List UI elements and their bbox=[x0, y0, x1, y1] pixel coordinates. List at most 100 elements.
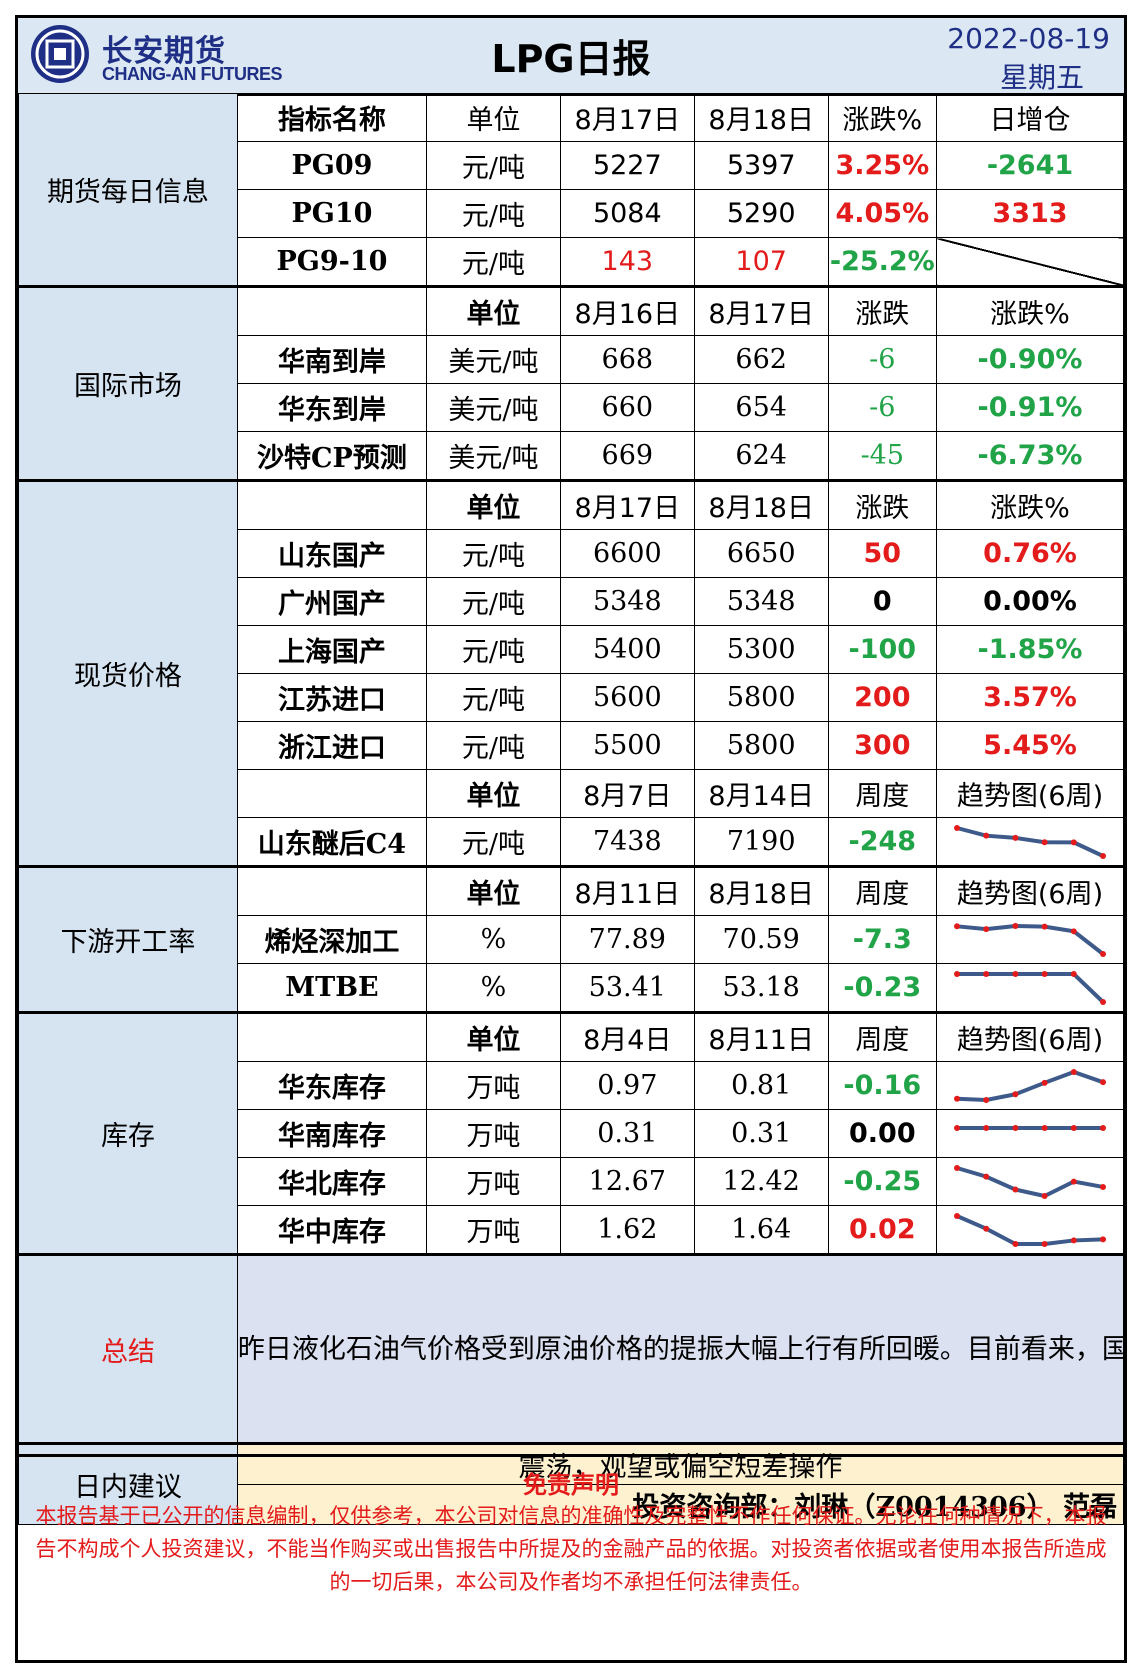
trend-point bbox=[1100, 998, 1106, 1005]
row-name: 江苏进口 bbox=[236, 673, 428, 722]
row-change: -0.25 bbox=[827, 1157, 938, 1206]
row-change: 0.02 bbox=[827, 1205, 938, 1255]
row-value-1: 1.62 bbox=[559, 1205, 695, 1255]
summary-text: 昨日液化石油气价格受到原油价格的提振大幅上行有所回暖。目前看来，国际到岸价有所下… bbox=[236, 1253, 1125, 1444]
trend-point bbox=[1100, 950, 1106, 957]
col-header: 8月11日 bbox=[693, 1011, 829, 1062]
row-name: 山东国产 bbox=[236, 529, 428, 578]
row-value-2: 5800 bbox=[693, 673, 829, 722]
trend-point bbox=[1012, 970, 1019, 977]
col-header: 8月17日 bbox=[693, 285, 829, 336]
row-change: -6 bbox=[827, 383, 938, 432]
col-header: 趋势图(6周) bbox=[936, 769, 1124, 818]
row-change-pct: -6.73% bbox=[936, 431, 1124, 481]
table-row: 广州国产 元/吨 5348 5348 0 0.00% bbox=[19, 577, 1124, 626]
row-name: PG10 bbox=[236, 189, 428, 238]
trend-point bbox=[1070, 1178, 1077, 1185]
row-unit: 万吨 bbox=[426, 1109, 561, 1158]
trend-point bbox=[1041, 1079, 1048, 1086]
row-change-pct: 0.00% bbox=[936, 577, 1124, 626]
row-value-1: 12.67 bbox=[559, 1157, 695, 1206]
trend-point bbox=[983, 970, 990, 977]
col-header: 日增仓 bbox=[936, 93, 1124, 142]
table-row: PG10 元/吨 5084 5290 4.05% 3313 bbox=[19, 189, 1124, 238]
row-value-1: 668 bbox=[559, 335, 695, 384]
trend-cell bbox=[936, 817, 1124, 867]
row-unit: 元/吨 bbox=[426, 673, 561, 722]
row-value-2: 624 bbox=[693, 431, 829, 481]
row-unit: 美元/吨 bbox=[426, 431, 561, 481]
row-name: MTBE bbox=[236, 963, 428, 1013]
summary-row: 总结 昨日液化石油气价格受到原油价格的提振大幅上行有所回暖。目前看来，国际到岸价… bbox=[18, 1253, 1125, 1444]
col-header: 指标名称 bbox=[236, 93, 428, 142]
col-header: 8月16日 bbox=[559, 285, 695, 336]
empty-cell bbox=[236, 1011, 428, 1062]
row-value-1: 5348 bbox=[559, 577, 695, 626]
trend-line bbox=[956, 1165, 1104, 1198]
row-name: 广州国产 bbox=[236, 577, 428, 626]
row-change-pct: 4.05% bbox=[827, 189, 938, 238]
trend-point bbox=[1070, 1068, 1077, 1075]
row-change: 300 bbox=[827, 721, 938, 770]
trend-line bbox=[956, 923, 1105, 956]
company-logo: 长安期货 CHANG-AN FUTURES bbox=[30, 24, 330, 88]
col-header: 单位 bbox=[426, 769, 561, 818]
col-header: 8月18日 bbox=[693, 479, 829, 530]
table-row: 华中库存 万吨 1.62 1.64 0.02 bbox=[19, 1205, 1124, 1255]
row-unit: 万吨 bbox=[426, 1205, 561, 1255]
row-value-1: 5600 bbox=[559, 673, 695, 722]
row-value-2: 5397 bbox=[693, 141, 829, 190]
row-change: 0 bbox=[827, 577, 938, 626]
trend-line bbox=[957, 971, 1105, 1003]
futures-header-row: 期货每日信息 指标名称 单位 8月17日 8月18日 涨跌% 日增仓 bbox=[18, 93, 1124, 287]
table-row: 上海国产 元/吨 5400 5300 -100 -1.85% bbox=[19, 625, 1124, 674]
table-row: 华南库存 万吨 0.31 0.31 0.00 bbox=[19, 1109, 1124, 1158]
trend-point bbox=[954, 1124, 960, 1131]
intl-header-row: 国际市场 单位 8月16日 8月17日 涨跌 涨跌% bbox=[18, 285, 1124, 481]
row-change: -0.23 bbox=[827, 963, 938, 1013]
row-name: PG9-10 bbox=[236, 237, 428, 287]
trend-line bbox=[956, 1069, 1104, 1102]
trend-point bbox=[1012, 1090, 1019, 1097]
row-name: 上海国产 bbox=[236, 625, 428, 674]
logo-english-name: CHANG-AN FUTURES bbox=[102, 64, 283, 84]
trend-point bbox=[954, 1212, 960, 1219]
logo-emblem-icon bbox=[31, 25, 89, 83]
row-value-2: 5348 bbox=[693, 577, 829, 626]
row-name: 沙特CP预测 bbox=[236, 431, 428, 481]
row-change: -248 bbox=[827, 817, 938, 867]
col-header: 8月4日 bbox=[559, 1011, 695, 1062]
table-row: 山东醚后C4 元/吨 7438 7190 -248 bbox=[19, 817, 1124, 867]
row-value-2: 5300 bbox=[693, 625, 829, 674]
advice-text: 震荡，观望或偏空短差操作 bbox=[236, 1442, 1125, 1485]
row-unit: 万吨 bbox=[426, 1061, 561, 1110]
disclaimer: 免责声明 本报告基于已公开的信息编制，仅供参考，本公司对信息的准确性及完整性不作… bbox=[18, 1454, 1124, 1663]
empty-diagonal-cell bbox=[936, 237, 1124, 287]
row-unit: 元/吨 bbox=[426, 237, 561, 287]
row-value-1: 7438 bbox=[559, 817, 695, 867]
col-header: 趋势图(6周) bbox=[936, 865, 1124, 916]
trend-point bbox=[1041, 970, 1048, 977]
col-header: 8月17日 bbox=[559, 479, 695, 530]
row-value-1: 669 bbox=[559, 431, 695, 481]
section-stock: 库存 bbox=[18, 1011, 238, 1255]
row-name: 烯烃深加工 bbox=[236, 915, 428, 964]
row-change-pct: -25.2% bbox=[827, 237, 938, 287]
col-header: 涨跌% bbox=[827, 93, 938, 142]
col-header: 8月17日 bbox=[559, 93, 695, 142]
row-value-2: 70.59 bbox=[693, 915, 829, 964]
disclaimer-text: 本报告基于已公开的信息编制，仅供参考，本公司对信息的准确性及完整性不作任何保证。… bbox=[35, 1504, 1107, 1594]
logo-chinese-name: 长安期货 bbox=[102, 34, 226, 69]
trend-sparkline bbox=[954, 1212, 1106, 1247]
trend-point bbox=[1041, 923, 1048, 930]
col-header: 涨跌 bbox=[827, 285, 938, 336]
row-value-2: 7190 bbox=[693, 817, 829, 867]
trend-sparkline bbox=[954, 824, 1106, 859]
row-change: 200 bbox=[827, 673, 938, 722]
trend-point bbox=[1070, 838, 1077, 845]
col-header: 单位 bbox=[426, 1011, 561, 1062]
trend-cell bbox=[936, 1061, 1124, 1110]
row-value-2: 662 bbox=[693, 335, 829, 384]
trend-point bbox=[954, 970, 960, 977]
trend-point bbox=[954, 824, 960, 831]
